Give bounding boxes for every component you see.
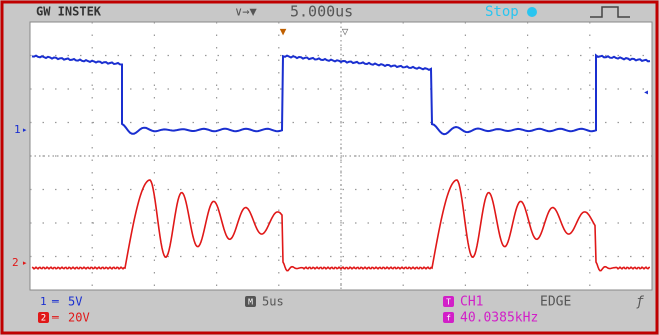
run-status: Stop bbox=[485, 4, 519, 20]
coupling-icon: ═ bbox=[51, 295, 59, 308]
ch2-badge: 2 bbox=[41, 314, 46, 324]
timebase: 5.000us bbox=[290, 3, 353, 21]
coupling-icon: ═ bbox=[51, 311, 59, 324]
status-dot bbox=[527, 7, 537, 17]
ch1-arrow: ▸ bbox=[22, 126, 27, 136]
frequency: 40.0385kHz bbox=[460, 311, 538, 326]
trigger-icons: ∨→▼ bbox=[235, 5, 257, 19]
horizontal-scale: 5us bbox=[262, 295, 284, 309]
scope-screen: GW INSTEK ∨→▼ 5.000us Stop ▼ ▽ ◂ 1 ▸ 2 ▸… bbox=[0, 0, 659, 335]
trigger-level: ◂ bbox=[643, 87, 649, 98]
trigger-source: CH1 bbox=[460, 295, 483, 310]
ch2-arrow: ▸ bbox=[22, 259, 27, 269]
ch1-badge: 1 bbox=[40, 295, 47, 308]
ch2-marker: 2 bbox=[12, 256, 19, 269]
ch1-marker: 1 bbox=[14, 123, 21, 136]
trigger-type: EDGE bbox=[540, 295, 571, 310]
horizontal-badge: M bbox=[248, 298, 253, 307]
trigger-pos: ▼ bbox=[280, 25, 287, 38]
frequency-badge: f bbox=[446, 314, 451, 323]
trigger-badge: T bbox=[446, 298, 451, 307]
center-mark: ▽ bbox=[342, 25, 349, 38]
ch2-scale: 20V bbox=[68, 311, 90, 325]
slope-icon: ƒ bbox=[636, 295, 644, 310]
brand: GW INSTEK bbox=[36, 5, 102, 19]
ch1-scale: 5V bbox=[68, 295, 82, 309]
